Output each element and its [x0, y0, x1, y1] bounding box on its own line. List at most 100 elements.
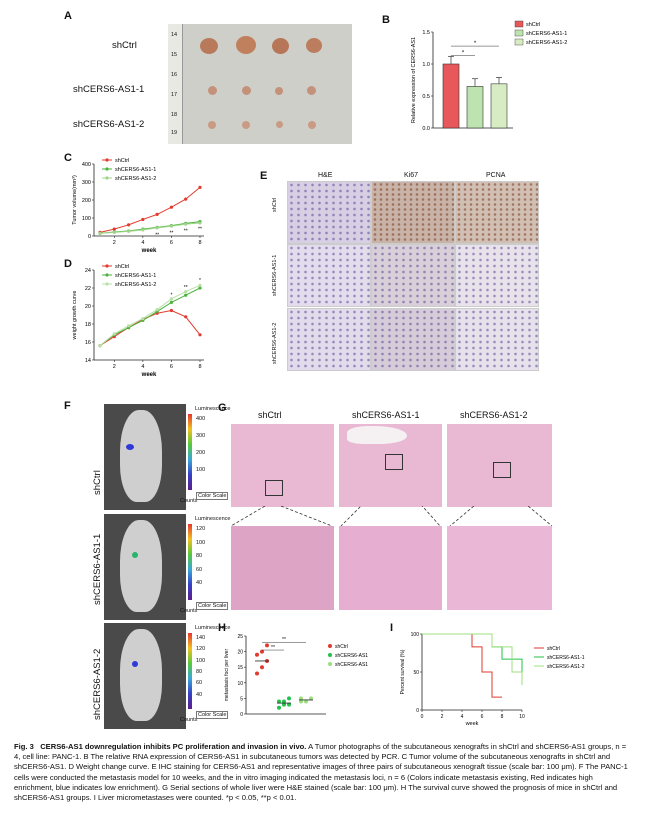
chart-h: 0 5 10 15 20 25 metastasis foci per liver ** ** s… [224, 634, 368, 718]
data-point [255, 671, 259, 676]
legend-label: shCERS6-AS1-2 [115, 176, 156, 182]
legend-swatch [514, 20, 524, 28]
sig-mark: ** [282, 637, 286, 643]
fig-body: A Tumor photographs of the subcutaneous … [14, 742, 628, 803]
legend-marker [105, 273, 109, 277]
color-scale-bar [188, 414, 192, 490]
y-tick-label: 0.0 [422, 126, 430, 132]
legend-label: shCERS6-AS1-1 [115, 167, 156, 173]
panel-label-d: D [64, 258, 72, 270]
data-point [287, 696, 291, 701]
sig-mark: ** [271, 645, 275, 651]
ivis-row-label: shCERS6-AS1-2 [92, 648, 103, 720]
legend-label: shCERS6-AS1-1 [526, 31, 567, 37]
ivis-row-label: shCERS6-AS1-1 [92, 533, 103, 605]
data-point [184, 293, 188, 297]
panel-label-b: B [382, 14, 390, 26]
he-high-mag [231, 526, 334, 610]
panel-label-i: I [390, 622, 394, 634]
data-point [198, 221, 202, 225]
color-scale-box: Color Scale [196, 711, 229, 719]
tumor [276, 121, 283, 128]
y-tick-label: 0 [416, 708, 419, 714]
x-tick-label: 4 [141, 364, 144, 370]
y-axis-label: Tumor volume(mm³) [72, 175, 78, 225]
scale-tick-label: 400 [196, 416, 206, 422]
x-tick-label: 2 [441, 714, 444, 720]
y-tick-label: 0 [88, 234, 91, 240]
tumor [208, 121, 216, 129]
he-low-mag [231, 424, 334, 507]
group-label: shCtrl [112, 40, 137, 51]
y-tick-label: 1.0 [422, 62, 430, 68]
sig-mark: * [170, 292, 172, 298]
ruler-tick: 18 [171, 112, 178, 118]
y-tick-label: 25 [237, 634, 243, 640]
scale-title: Luminescence [195, 625, 231, 631]
bar [490, 83, 508, 129]
data-point [282, 699, 286, 704]
scale-tick-label: 40 [196, 691, 203, 698]
scale-tick-label: 120 [196, 646, 206, 653]
series-line [99, 222, 201, 234]
color-scale-box: Color Scale [196, 492, 229, 500]
data-point [98, 231, 102, 235]
survival-curve [422, 633, 502, 698]
bar [442, 63, 460, 129]
ihc-image [455, 308, 539, 371]
y-axis-label: weight growth curve [72, 291, 78, 341]
ihc-row-label: shCERS6-AS1-2 [272, 322, 278, 364]
data-point [198, 185, 202, 189]
y-tick-label: 20 [237, 650, 243, 656]
legend-marker [105, 167, 109, 171]
x-tick-label: 2 [113, 240, 116, 246]
he-high-mag [339, 526, 442, 610]
y-tick-label: 100 [82, 216, 91, 222]
legend-label: shCtrl [115, 158, 129, 164]
y-tick-label: 0.5 [422, 94, 430, 100]
data-point [304, 699, 308, 704]
sig-mark: ** [169, 231, 173, 237]
panel-label-c: C [64, 152, 72, 164]
he-col-label: shCERS6-AS1-2 [460, 410, 528, 420]
legend-swatch [514, 38, 524, 46]
x-tick-label: 4 [141, 240, 144, 246]
legend-marker [328, 662, 332, 666]
ihc-image [287, 308, 371, 371]
x-tick-label: 8 [501, 714, 504, 720]
legend-label: shCtrl [547, 646, 560, 652]
legend-label: shCERS6-AS1-1 [547, 655, 585, 661]
data-point [282, 702, 286, 707]
ihc-image [287, 181, 371, 244]
he-col-label: shCERS6-AS1-1 [352, 410, 420, 420]
x-tick-label: 6 [170, 364, 173, 370]
ihc-image [371, 308, 455, 371]
y-tick-label: 50 [413, 670, 419, 676]
ihc-image [455, 181, 539, 244]
legend-label: shCERS6-AS1-2 [335, 662, 368, 668]
data-point [260, 649, 264, 654]
he-col-label: shCtrl [258, 410, 282, 420]
legend-marker [105, 264, 109, 268]
sig-mark: * [462, 50, 465, 56]
data-point [141, 217, 145, 222]
tumor-photo [168, 24, 352, 144]
data-point [184, 197, 188, 201]
sig-mark: ** [198, 227, 202, 233]
group-label: shCERS6-AS1-2 [73, 119, 145, 130]
x-tick-label: 8 [198, 364, 201, 370]
legend-marker [105, 176, 109, 180]
legend-label: shCERS6-AS1-2 [115, 282, 156, 288]
ihc-col-label: Ki67 [404, 172, 419, 179]
tumor [208, 86, 217, 95]
tumor [272, 38, 289, 54]
y-tick-label: 0 [240, 712, 243, 718]
color-scale-bar [188, 524, 192, 600]
ihc-col-label: PCNA [486, 172, 506, 179]
x-axis-label: week [141, 248, 157, 254]
scale-tick-label: 100 [196, 467, 206, 473]
tumor [242, 86, 251, 95]
color-scale-bar [188, 633, 192, 709]
data-point [255, 652, 259, 657]
